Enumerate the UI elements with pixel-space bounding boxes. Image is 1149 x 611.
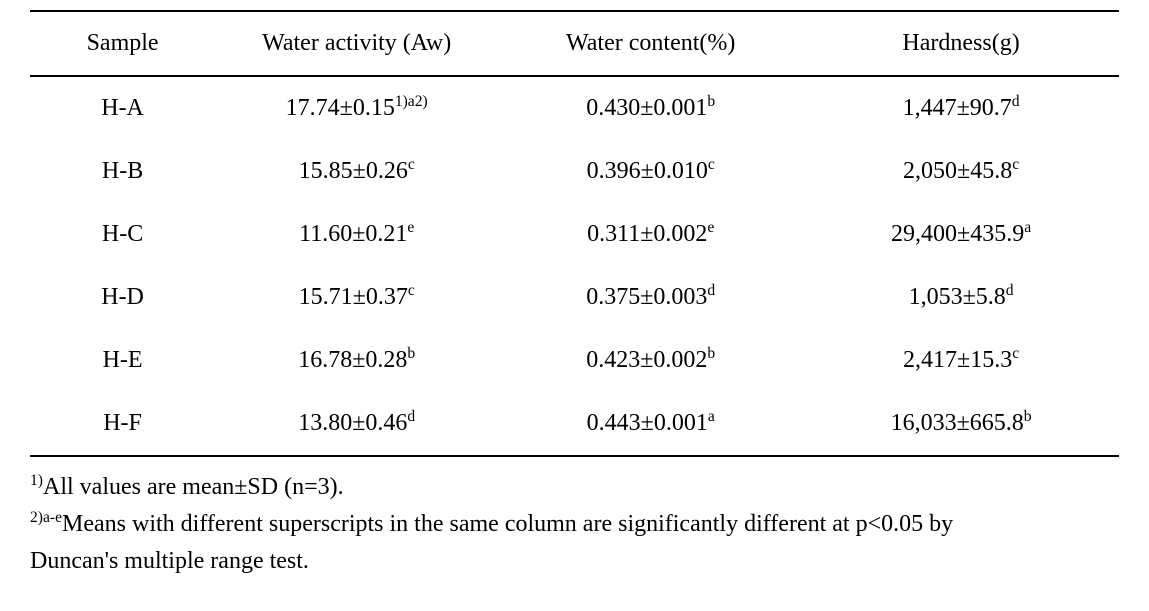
footnote-1-text: All values are mean±SD (n=3). [43, 474, 344, 500]
cell-sup: d [707, 282, 715, 299]
cell-value: 0.430±0.001 [586, 95, 707, 121]
col-header-sample: Sample [30, 11, 215, 76]
cell-sample: H-D [30, 266, 215, 329]
cell-value: 11.60±0.21 [299, 221, 407, 247]
cell-wc: 0.443±0.001a [498, 392, 803, 456]
cell-value: 17.74±0.15 [286, 95, 395, 121]
cell-aw: 15.71±0.37c [215, 266, 498, 329]
cell-wc: 0.430±0.001b [498, 76, 803, 140]
cell-hard: 1,053±5.8d [803, 266, 1119, 329]
cell-sup: c [1012, 345, 1019, 362]
cell-sup: b [707, 93, 715, 110]
cell-value: 15.71±0.37 [299, 284, 408, 310]
cell-value: 16,033±665.8 [891, 410, 1024, 436]
cell-aw: 13.80±0.46d [215, 392, 498, 456]
cell-hard: 16,033±665.8b [803, 392, 1119, 456]
footnote-2-sup: 2)a-e [30, 509, 62, 526]
table-row: H-E 16.78±0.28b 0.423±0.002b 2,417±15.3c [30, 329, 1119, 392]
cell-value: 0.375±0.003 [586, 284, 707, 310]
cell-sample: H-C [30, 203, 215, 266]
cell-sup: b [1024, 408, 1032, 425]
cell-value: 0.423±0.002 [586, 347, 707, 373]
footnote-1-sup: 1) [30, 472, 43, 489]
header-row: Sample Water activity (Aw) Water content… [30, 11, 1119, 76]
cell-sup: e [707, 219, 714, 236]
table-row: H-B 15.85±0.26c 0.396±0.010c 2,050±45.8c [30, 140, 1119, 203]
cell-value: 2,050±45.8 [903, 158, 1012, 184]
cell-hard: 29,400±435.9a [803, 203, 1119, 266]
cell-value: 13.80±0.46 [298, 410, 407, 436]
table-wrap: Sample Water activity (Aw) Water content… [0, 0, 1149, 581]
cell-sup: a [708, 408, 715, 425]
cell-wc: 0.375±0.003d [498, 266, 803, 329]
cell-sample: H-E [30, 329, 215, 392]
cell-value: 15.85±0.26 [299, 158, 408, 184]
cell-aw: 11.60±0.21e [215, 203, 498, 266]
cell-wc: 0.423±0.002b [498, 329, 803, 392]
cell-sup: c [408, 156, 415, 173]
footnote-2-line-2: Duncan's multiple range test. [30, 543, 1113, 580]
cell-sup: d [1006, 282, 1014, 299]
cell-value: 0.311±0.002 [587, 221, 707, 247]
cell-wc: 0.396±0.010c [498, 140, 803, 203]
footnote-2-line-1: 2)a-eMeans with different superscripts i… [30, 506, 1113, 543]
table-row: H-D 15.71±0.37c 0.375±0.003d 1,053±5.8d [30, 266, 1119, 329]
col-header-hard: Hardness(g) [803, 11, 1119, 76]
cell-sample: H-B [30, 140, 215, 203]
cell-sup: c [708, 156, 715, 173]
table-row: H-F 13.80±0.46d 0.443±0.001a 16,033±665.… [30, 392, 1119, 456]
cell-value: 1,447±90.7 [903, 95, 1012, 121]
table-row: H-C 11.60±0.21e 0.311±0.002e 29,400±435.… [30, 203, 1119, 266]
cell-hard: 1,447±90.7d [803, 76, 1119, 140]
footnotes: 1)All values are mean±SD (n=3). 2)a-eMea… [30, 469, 1119, 581]
cell-sup: c [1012, 156, 1019, 173]
cell-sup: a [1024, 219, 1031, 236]
col-header-wc: Water content(%) [498, 11, 803, 76]
cell-value: 2,417±15.3 [903, 347, 1012, 373]
cell-hard: 2,417±15.3c [803, 329, 1119, 392]
cell-value: 29,400±435.9 [891, 221, 1024, 247]
cell-sample: H-F [30, 392, 215, 456]
cell-wc: 0.311±0.002e [498, 203, 803, 266]
cell-aw: 16.78±0.28b [215, 329, 498, 392]
cell-value: 16.78±0.28 [298, 347, 407, 373]
cell-aw: 15.85±0.26c [215, 140, 498, 203]
cell-sup: 1)a2) [395, 93, 428, 110]
cell-sup: b [707, 345, 715, 362]
footnote-1: 1)All values are mean±SD (n=3). [30, 469, 1113, 506]
footnote-2-text-a: Means with different superscripts in the… [62, 511, 953, 537]
cell-hard: 2,050±45.8c [803, 140, 1119, 203]
cell-sup: d [1012, 93, 1020, 110]
footnote-2-text-b: Duncan's multiple range test. [30, 548, 309, 574]
cell-value: 1,053±5.8 [909, 284, 1006, 310]
cell-value: 0.396±0.010 [587, 158, 708, 184]
data-table: Sample Water activity (Aw) Water content… [30, 10, 1119, 457]
cell-sup: c [408, 282, 415, 299]
cell-aw: 17.74±0.151)a2) [215, 76, 498, 140]
cell-sup: d [407, 408, 415, 425]
cell-sample: H-A [30, 76, 215, 140]
table-row: H-A 17.74±0.151)a2) 0.430±0.001b 1,447±9… [30, 76, 1119, 140]
cell-sup: e [407, 219, 414, 236]
cell-sup: b [407, 345, 415, 362]
col-header-aw: Water activity (Aw) [215, 11, 498, 76]
cell-value: 0.443±0.001 [587, 410, 708, 436]
